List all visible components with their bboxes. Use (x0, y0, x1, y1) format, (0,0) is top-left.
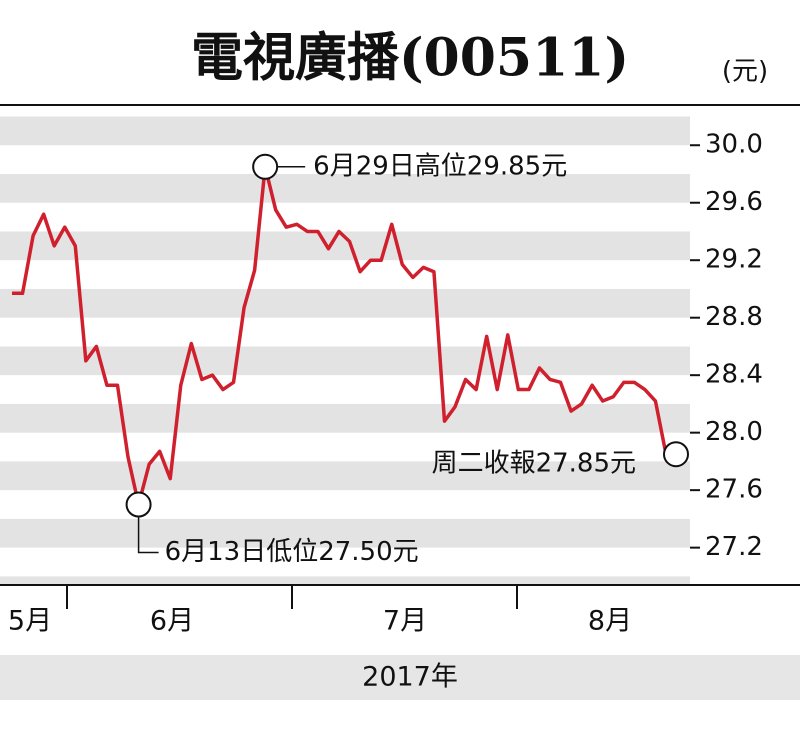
highlight-point (252, 153, 279, 180)
month-label: 8月 (588, 606, 632, 637)
chart-title: 電視廣播(00511) (191, 28, 629, 89)
annotation: 6月13日低位27.50元 (165, 537, 419, 567)
price-line (12, 165, 668, 507)
grid-band (0, 403, 690, 433)
unit-label: (元) (722, 57, 768, 87)
y-tick-label: 29.2 (705, 245, 763, 275)
annotation: 6月29日高位29.85元 (313, 151, 567, 181)
y-tick-label: 27.2 (705, 532, 763, 562)
grid-band (0, 346, 690, 376)
month-label: 6月 (150, 606, 194, 637)
grid-band (0, 288, 690, 318)
highlight-point (125, 491, 152, 518)
annotation: 周二收報27.85元 (432, 449, 636, 479)
grid-band (0, 576, 690, 585)
grid-band (0, 518, 690, 548)
y-tick-label: 30.0 (705, 130, 763, 160)
y-tick-label: 27.6 (705, 475, 763, 505)
y-tick-label: 28.4 (705, 360, 763, 390)
y-tick-label: 28.0 (705, 417, 763, 447)
grid-band (0, 116, 690, 146)
month-label: 7月 (383, 606, 427, 637)
grid-band (0, 461, 690, 491)
grid-band (0, 173, 690, 203)
y-tick-label: 28.8 (705, 302, 763, 332)
footer-band (0, 655, 800, 700)
leader (137, 504, 159, 554)
grid-bands (0, 116, 690, 585)
month-label: 5月 (8, 606, 52, 637)
y-tick-label: 29.6 (705, 187, 763, 217)
x-axis-label: 2017年 (362, 662, 458, 693)
highlight-point (663, 441, 689, 468)
